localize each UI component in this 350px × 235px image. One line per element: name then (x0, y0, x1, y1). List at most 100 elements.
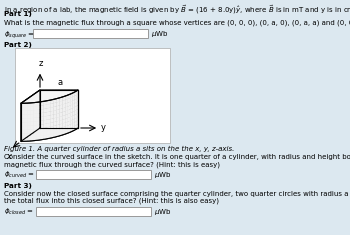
Polygon shape (24, 130, 27, 134)
Polygon shape (34, 129, 37, 133)
Polygon shape (24, 103, 27, 107)
Text: $\phi_{closed}$ =: $\phi_{closed}$ = (4, 207, 34, 217)
Polygon shape (30, 125, 34, 129)
Polygon shape (76, 113, 78, 118)
Polygon shape (24, 122, 27, 126)
Polygon shape (57, 128, 60, 133)
Polygon shape (65, 114, 68, 119)
Polygon shape (60, 124, 62, 128)
Polygon shape (37, 110, 40, 114)
Polygon shape (75, 106, 76, 111)
Polygon shape (24, 137, 27, 141)
Text: $\mu$Wb: $\mu$Wb (154, 207, 172, 217)
Polygon shape (37, 132, 40, 137)
Polygon shape (47, 127, 50, 131)
Polygon shape (54, 121, 57, 126)
Bar (33, 29, 148, 38)
Text: a: a (57, 78, 63, 87)
Polygon shape (27, 129, 30, 133)
Polygon shape (34, 114, 37, 118)
Polygon shape (30, 137, 34, 141)
Polygon shape (72, 103, 75, 108)
Polygon shape (47, 130, 50, 135)
Polygon shape (75, 95, 76, 100)
Polygon shape (70, 112, 72, 117)
Polygon shape (30, 133, 34, 137)
Polygon shape (62, 115, 65, 120)
Polygon shape (57, 113, 60, 118)
Polygon shape (27, 118, 30, 122)
Polygon shape (60, 112, 62, 117)
Polygon shape (60, 97, 62, 102)
Polygon shape (54, 106, 57, 111)
Polygon shape (34, 102, 37, 106)
Polygon shape (54, 125, 57, 130)
Polygon shape (44, 112, 47, 117)
Polygon shape (40, 101, 44, 106)
Polygon shape (57, 102, 60, 106)
Polygon shape (76, 124, 78, 129)
Polygon shape (65, 95, 68, 100)
Polygon shape (76, 90, 78, 95)
Polygon shape (21, 107, 24, 111)
Text: Consider the curved surface in the sketch. It is one quarter of a cylinder, with: Consider the curved surface in the sketc… (4, 154, 350, 160)
Polygon shape (75, 118, 76, 122)
Polygon shape (21, 103, 24, 107)
Polygon shape (57, 117, 60, 121)
Polygon shape (72, 107, 75, 112)
Polygon shape (76, 109, 78, 114)
Polygon shape (40, 136, 44, 140)
Polygon shape (30, 129, 34, 133)
Polygon shape (37, 129, 40, 133)
Polygon shape (21, 130, 24, 134)
Polygon shape (68, 113, 70, 118)
Polygon shape (68, 98, 70, 103)
Polygon shape (27, 137, 30, 141)
Polygon shape (40, 113, 44, 117)
Polygon shape (47, 123, 50, 127)
Polygon shape (70, 97, 72, 102)
Polygon shape (70, 108, 72, 113)
Polygon shape (21, 126, 24, 130)
Polygon shape (72, 111, 75, 116)
Polygon shape (27, 122, 30, 126)
Polygon shape (60, 131, 62, 136)
Bar (36, 207, 151, 216)
Text: Part 1): Part 1) (4, 11, 32, 17)
Text: y: y (100, 122, 106, 132)
Bar (15, 48, 170, 143)
Polygon shape (44, 101, 47, 105)
Text: Part 3): Part 3) (4, 183, 32, 189)
Polygon shape (37, 117, 40, 121)
Polygon shape (50, 118, 54, 123)
Polygon shape (50, 134, 54, 138)
Polygon shape (57, 109, 60, 114)
Polygon shape (54, 133, 57, 137)
Polygon shape (27, 126, 30, 130)
Polygon shape (44, 116, 47, 120)
Polygon shape (57, 132, 60, 137)
Polygon shape (62, 123, 65, 127)
Text: $\phi_{square}$ =: $\phi_{square}$ = (4, 29, 35, 40)
Polygon shape (30, 118, 34, 122)
Polygon shape (50, 107, 54, 112)
Polygon shape (68, 125, 70, 129)
Text: Figure 1. A quarter cylinder of radius a sits on the the x, y, z-axis.: Figure 1. A quarter cylinder of radius a… (4, 146, 234, 152)
Polygon shape (75, 102, 76, 107)
Polygon shape (24, 111, 27, 115)
Polygon shape (60, 105, 62, 109)
Polygon shape (72, 115, 75, 120)
Polygon shape (47, 104, 50, 108)
Polygon shape (70, 93, 72, 98)
Polygon shape (76, 101, 78, 106)
Polygon shape (62, 119, 65, 124)
Polygon shape (60, 101, 62, 106)
Polygon shape (44, 120, 47, 124)
Polygon shape (34, 125, 37, 129)
Polygon shape (76, 117, 78, 121)
Polygon shape (30, 103, 34, 107)
Polygon shape (27, 133, 30, 137)
Polygon shape (62, 130, 65, 135)
Polygon shape (60, 120, 62, 124)
Text: In a region of a lab, the magnetic field is given by $\vec{B}$ = (16 + 8.0y)$\ha: In a region of a lab, the magnetic field… (4, 3, 350, 16)
